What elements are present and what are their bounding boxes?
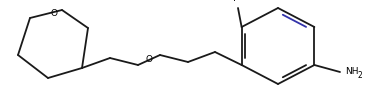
Text: O: O (51, 9, 58, 18)
Text: F: F (233, 0, 239, 3)
Text: O: O (145, 56, 153, 65)
Text: 2: 2 (358, 71, 363, 80)
Text: NH: NH (345, 68, 359, 77)
